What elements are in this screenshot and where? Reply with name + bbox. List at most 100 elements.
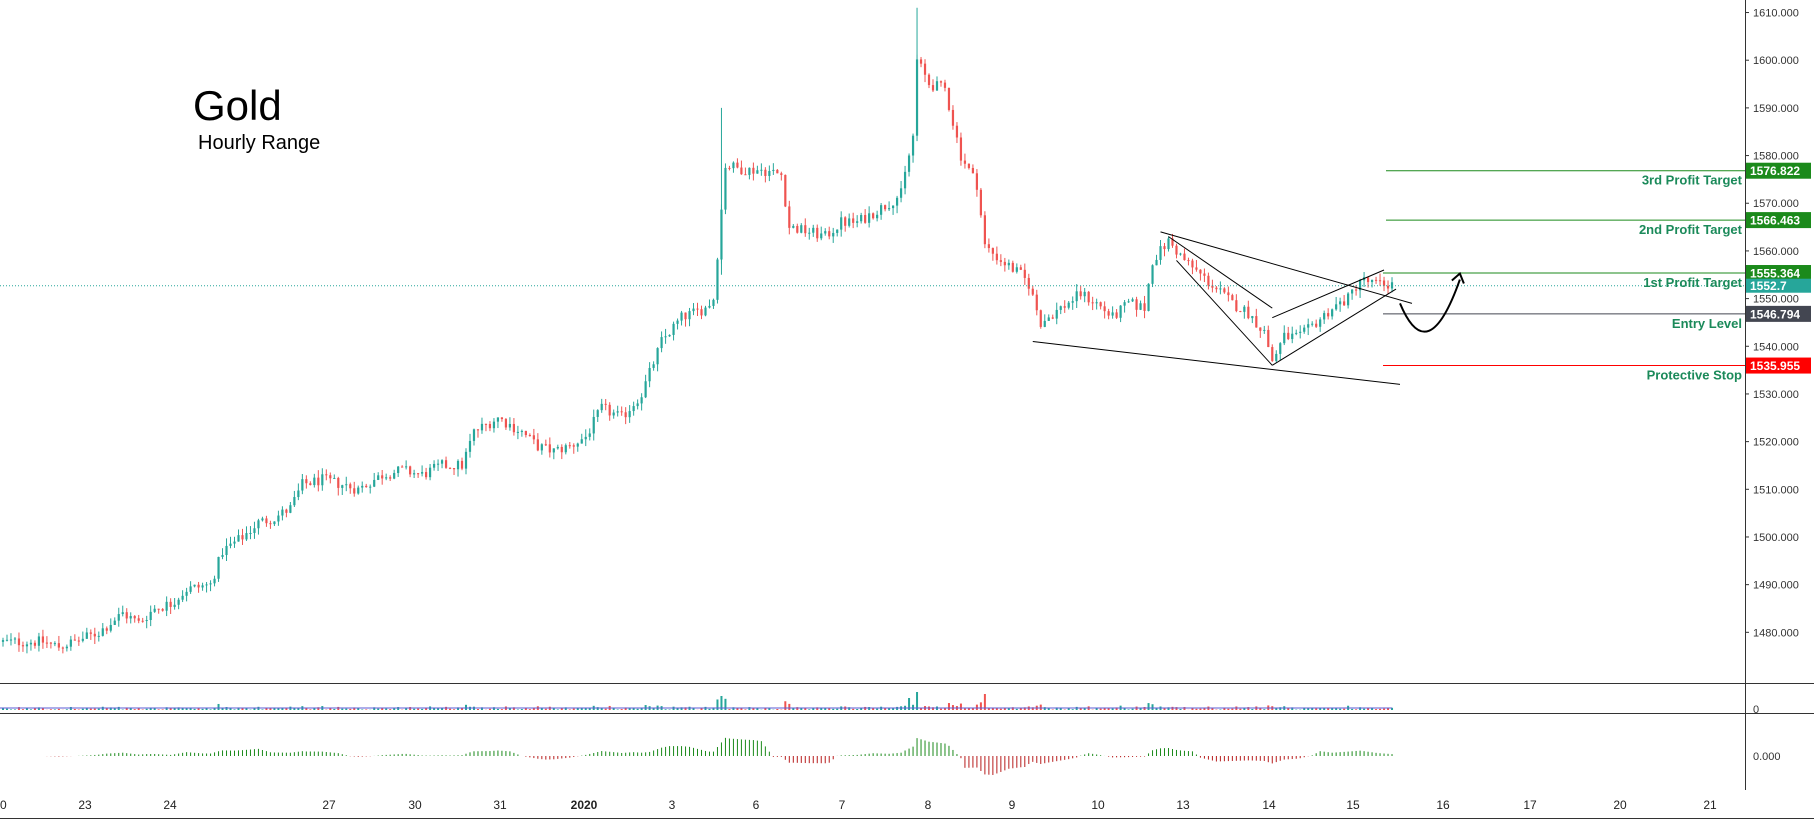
volume-bar xyxy=(912,705,914,710)
candle xyxy=(948,88,950,112)
volume-bar xyxy=(146,709,148,710)
candle xyxy=(1060,306,1062,315)
candle xyxy=(1251,316,1253,323)
volume-bar xyxy=(824,708,826,710)
candle xyxy=(796,224,798,234)
candle xyxy=(1275,350,1277,362)
y-tick-label: 1560.000 xyxy=(1753,246,1799,258)
trendline[interactable] xyxy=(1161,232,1412,304)
volume-bar xyxy=(98,709,100,710)
candle xyxy=(150,606,152,627)
volume-bar xyxy=(277,708,279,710)
candle xyxy=(1255,309,1257,328)
x-tick-label: 10 xyxy=(1091,798,1105,812)
volume-bar xyxy=(206,708,208,710)
volume-bar xyxy=(421,709,423,710)
candle xyxy=(505,418,507,430)
candle xyxy=(664,329,666,344)
candle xyxy=(1064,300,1066,313)
volume-bar xyxy=(58,709,60,710)
candle xyxy=(313,474,315,488)
candle xyxy=(1076,284,1078,308)
candle xyxy=(645,375,647,398)
candle xyxy=(6,635,8,642)
candle xyxy=(397,466,399,477)
candle xyxy=(764,167,766,182)
volume-bar xyxy=(365,709,367,710)
volume-bar xyxy=(1367,708,1369,710)
candle xyxy=(305,475,307,488)
volume-pane: 0 xyxy=(0,692,1759,716)
volume-bar xyxy=(361,709,363,710)
candle xyxy=(289,502,291,513)
candle xyxy=(1104,301,1106,318)
volume-bar xyxy=(980,702,982,710)
candle xyxy=(1379,273,1381,285)
volume-bar xyxy=(333,709,335,710)
candle xyxy=(1080,286,1082,300)
candle xyxy=(1347,292,1349,308)
projection-arrow xyxy=(1400,280,1460,332)
candle xyxy=(205,582,207,592)
candle xyxy=(1247,301,1249,320)
candle xyxy=(625,407,627,424)
candle xyxy=(549,437,551,457)
volume-bar xyxy=(1191,708,1193,710)
candle xyxy=(405,460,407,469)
candle xyxy=(70,636,72,651)
candle xyxy=(1183,249,1185,261)
candle xyxy=(676,318,678,329)
candle xyxy=(229,537,231,548)
volume-bar xyxy=(1335,709,1337,710)
candle xyxy=(62,647,64,654)
volume-bar xyxy=(888,708,890,710)
candle xyxy=(704,306,706,316)
candle xyxy=(381,470,383,485)
candle xyxy=(130,612,132,623)
x-tick-label: 20 xyxy=(1613,798,1627,812)
volume-bar xyxy=(393,709,395,710)
volume-bar xyxy=(218,704,220,710)
volume-bar xyxy=(868,707,870,710)
price-axis[interactable]: 1576.8221566.4631555.3641546.7941535.955… xyxy=(1745,8,1811,640)
volume-bar xyxy=(569,709,571,710)
candle xyxy=(1291,327,1293,344)
candle xyxy=(832,228,834,243)
candle xyxy=(1271,344,1273,362)
candle xyxy=(1243,305,1245,319)
y-tick-label: 1610.000 xyxy=(1753,8,1799,20)
volume-bar xyxy=(1040,705,1042,710)
x-tick-label: 16 xyxy=(1436,798,1450,812)
candle xyxy=(1175,244,1177,259)
volume-bar xyxy=(413,709,415,710)
volume-bar xyxy=(728,709,730,710)
volume-bar xyxy=(677,708,679,710)
candle xyxy=(134,615,136,623)
candle xyxy=(649,362,651,387)
candle xyxy=(1299,325,1301,338)
candle xyxy=(66,645,68,652)
candle xyxy=(146,616,148,628)
candle xyxy=(633,402,635,416)
trendline[interactable] xyxy=(1176,260,1272,365)
volume-bar xyxy=(1371,708,1373,710)
candle xyxy=(1096,299,1098,310)
volume-bar xyxy=(776,709,778,710)
candle xyxy=(768,165,770,181)
candle xyxy=(1036,290,1038,316)
candle xyxy=(1199,269,1201,280)
candle xyxy=(533,429,535,444)
candle xyxy=(122,606,124,617)
volume-bar xyxy=(34,709,36,710)
candle xyxy=(197,582,199,593)
candle xyxy=(920,57,922,67)
candle xyxy=(1139,301,1141,310)
candle xyxy=(1207,273,1209,290)
volume-bar xyxy=(1219,709,1221,710)
trendline[interactable] xyxy=(1272,289,1396,365)
trendline[interactable] xyxy=(1168,237,1272,309)
trendline[interactable] xyxy=(1033,342,1400,385)
candle xyxy=(613,410,615,419)
candle xyxy=(465,448,467,474)
